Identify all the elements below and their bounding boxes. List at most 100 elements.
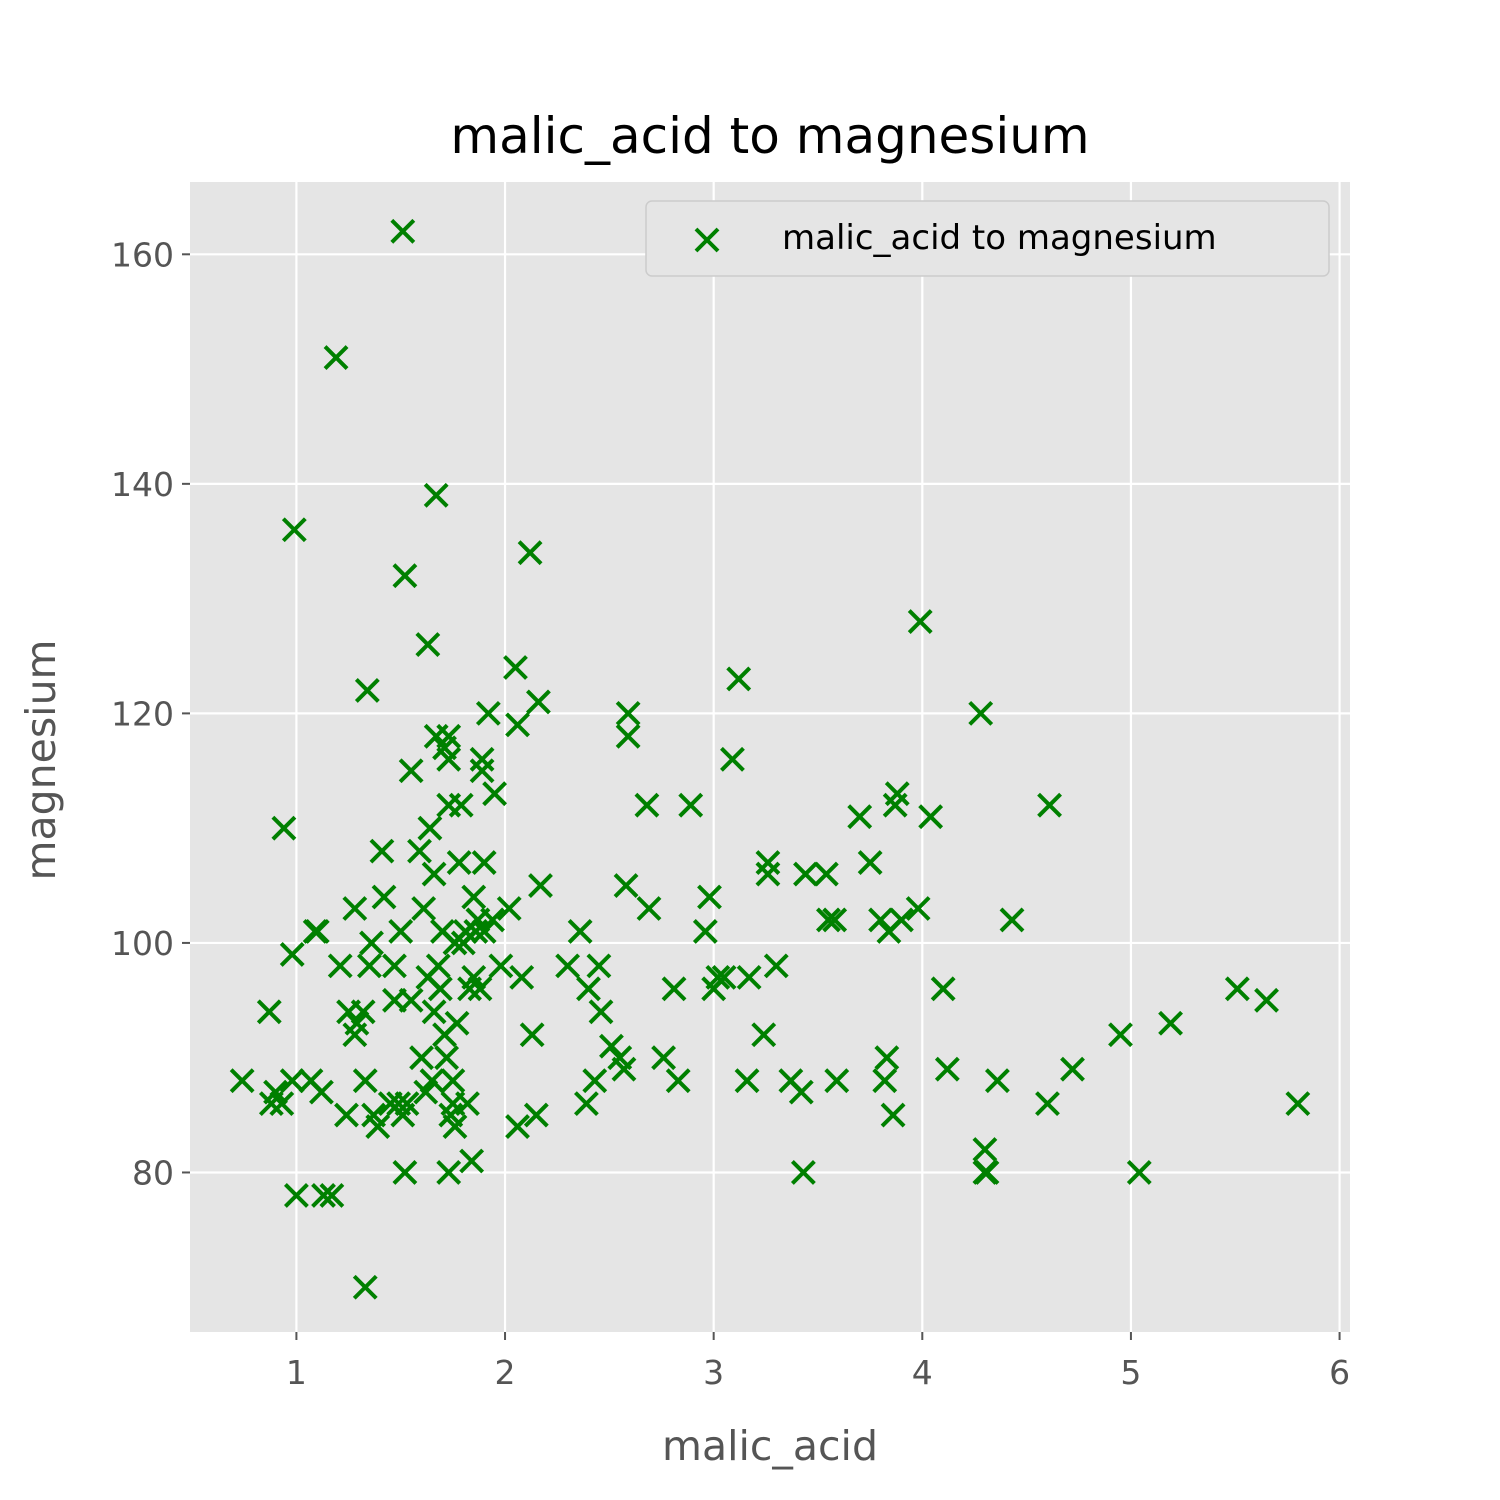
data-point (390, 218, 416, 244)
data-point (471, 850, 497, 876)
data-point (517, 540, 543, 566)
data-point (488, 953, 514, 979)
data-point (423, 482, 449, 508)
data-point (480, 907, 505, 933)
data-point (482, 781, 508, 807)
data-point (1254, 987, 1279, 1013)
data-point (872, 1068, 898, 1094)
y-tick-label: 120 (111, 694, 174, 733)
data-point (283, 1183, 309, 1208)
data-point (918, 804, 944, 830)
data-point (519, 1022, 545, 1048)
legend: malic_acid to magnesium (645, 200, 1330, 277)
data-point (734, 1068, 760, 1094)
data-point (1060, 1056, 1085, 1082)
data-point (884, 781, 910, 807)
x-tick-label: 1 (286, 1353, 307, 1392)
data-points (229, 218, 1311, 1300)
data-point (582, 1068, 608, 1094)
data-point (847, 804, 873, 830)
data-point (342, 896, 368, 921)
data-point (417, 815, 443, 841)
data-point (446, 850, 472, 876)
data-point (505, 1114, 530, 1139)
data-point (793, 861, 818, 887)
data-point (692, 919, 718, 944)
data-point (409, 1045, 434, 1071)
data-point (469, 758, 495, 784)
data-point (576, 976, 601, 1002)
data-point (407, 838, 432, 864)
data-point (471, 919, 497, 944)
data-point (469, 746, 495, 772)
data-point (415, 632, 441, 657)
data-point (229, 1068, 255, 1094)
data-point (436, 723, 462, 749)
data-point (999, 907, 1025, 933)
legend-marker-x (694, 227, 720, 253)
data-point (475, 700, 501, 726)
data-point (678, 792, 704, 818)
legend-box (645, 200, 1330, 277)
data-point (496, 896, 522, 921)
data-point (398, 987, 424, 1013)
data-point (651, 1045, 677, 1071)
data-point (874, 1045, 900, 1071)
data-point (323, 345, 349, 371)
data-point (263, 1079, 288, 1105)
data-point (615, 700, 641, 726)
data-point (726, 666, 752, 692)
data-point (615, 723, 641, 749)
x-tick-label: 5 (1120, 1353, 1141, 1392)
data-point (697, 884, 722, 910)
data-point (586, 953, 612, 979)
data-point (357, 953, 382, 979)
data-point (588, 999, 614, 1025)
data-point (279, 1068, 305, 1094)
x-tick-label: 6 (1329, 1353, 1350, 1392)
data-point (822, 907, 848, 933)
data-point (611, 1056, 637, 1082)
x-tick-label: 3 (703, 1353, 724, 1392)
data-point (436, 1160, 462, 1185)
data-point (972, 1137, 998, 1162)
data-point (419, 1068, 445, 1094)
axis-ticks: 1 2 3 4 5 6 80 100 120 140 160 (111, 235, 1350, 1392)
y-axis-label: magnesium (17, 640, 65, 881)
data-point (711, 964, 737, 990)
legend-label: malic_acid to magnesium (782, 218, 1217, 258)
y-tick-label: 100 (111, 924, 174, 963)
data-point (354, 678, 380, 703)
data-point (816, 907, 841, 933)
data-point (319, 1183, 345, 1208)
legend-marker-x-icon (694, 227, 720, 253)
data-point (344, 1010, 370, 1036)
data-point (256, 999, 282, 1025)
data-point (365, 1114, 391, 1139)
data-point (528, 873, 553, 898)
data-point (398, 758, 424, 784)
data-point (327, 953, 353, 979)
data-point (279, 941, 305, 967)
data-point (720, 746, 745, 772)
data-point (369, 838, 395, 864)
data-point (824, 1068, 850, 1094)
data-point (1126, 1160, 1152, 1185)
y-tick-label: 140 (111, 465, 174, 504)
data-point (436, 746, 462, 772)
data-point (889, 907, 914, 933)
data-point (905, 896, 931, 921)
data-point (573, 1091, 599, 1117)
data-point (705, 964, 731, 990)
data-point (421, 861, 447, 887)
data-point (526, 689, 551, 715)
data-point (269, 1091, 295, 1117)
data-point (736, 964, 762, 990)
data-point (751, 1022, 777, 1048)
data-point (567, 919, 593, 944)
data-point (459, 1148, 485, 1174)
data-point (1035, 1091, 1060, 1117)
data-point (281, 517, 307, 543)
data-point (427, 976, 453, 1002)
